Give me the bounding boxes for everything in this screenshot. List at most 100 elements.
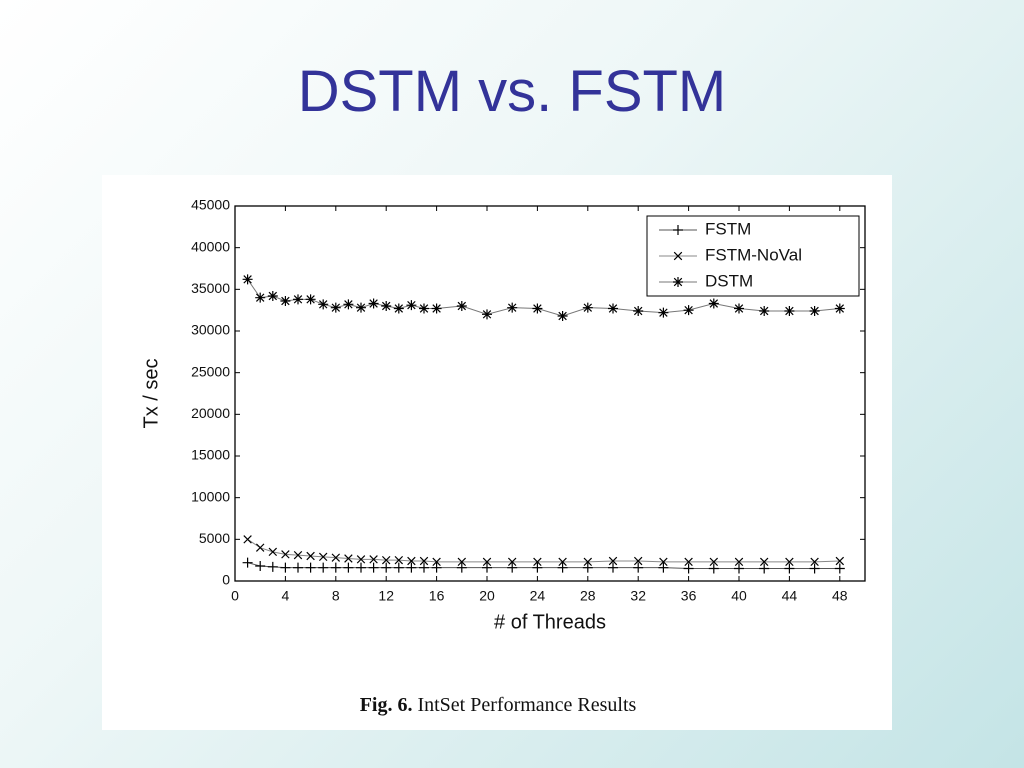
marker	[280, 296, 291, 306]
marker	[281, 550, 290, 559]
chart: Fig. 6. IntSet Performance Results 0 5000…	[140, 197, 866, 716]
marker	[293, 562, 303, 573]
marker	[583, 557, 593, 567]
x-tick-label: 48	[832, 588, 848, 604]
marker	[734, 303, 744, 314]
marker	[280, 562, 291, 573]
legend-label: FSTM-NoVal	[705, 245, 802, 264]
legend-marker	[673, 277, 683, 287]
x-tick-label: 36	[681, 588, 697, 604]
marker	[431, 562, 442, 573]
y-axis-label: Tx / sec	[140, 358, 162, 428]
marker	[407, 556, 416, 566]
marker	[394, 555, 404, 565]
x-tick-label: 28	[580, 588, 596, 604]
marker	[457, 557, 467, 567]
marker	[318, 562, 329, 573]
marker	[810, 557, 819, 567]
marker	[759, 557, 769, 567]
marker	[381, 555, 391, 565]
marker	[419, 562, 429, 573]
marker	[684, 557, 693, 567]
marker	[558, 557, 567, 567]
y-tick-label: 5000	[199, 530, 230, 546]
marker	[419, 303, 429, 314]
marker	[683, 305, 694, 316]
marker	[633, 562, 644, 573]
marker	[834, 303, 845, 314]
x-tick-label: 20	[479, 588, 495, 604]
marker	[709, 557, 719, 567]
marker	[608, 562, 618, 573]
y-tick-label: 30000	[191, 322, 230, 338]
legend-label: FSTM	[705, 219, 751, 238]
marker	[557, 562, 568, 573]
marker	[368, 298, 379, 309]
marker	[318, 299, 329, 310]
marker	[507, 302, 518, 313]
legend-marker	[673, 251, 683, 261]
marker	[759, 563, 770, 574]
marker	[343, 299, 354, 310]
marker	[356, 562, 366, 573]
marker	[381, 562, 392, 573]
x-tick-label: 0	[231, 588, 239, 604]
marker	[557, 311, 568, 321]
figure-panel: Fig. 6. IntSet Performance Results 0 5000…	[102, 175, 892, 730]
marker	[582, 562, 593, 573]
marker	[834, 563, 845, 574]
marker	[255, 561, 266, 571]
marker	[683, 563, 694, 574]
x-tick-label: 40	[731, 588, 747, 604]
marker	[267, 291, 278, 301]
slide-title: DSTM vs. FSTM	[297, 59, 727, 124]
series-line	[247, 279, 840, 317]
legend-marker	[673, 225, 683, 235]
marker	[532, 303, 543, 314]
marker	[255, 543, 265, 552]
marker	[784, 306, 795, 316]
x-tick-label: 32	[630, 588, 646, 604]
caption-label: Fig. 6.	[360, 694, 413, 716]
marker	[393, 303, 404, 314]
marker	[659, 557, 668, 567]
caption-text: IntSet Performance Results	[417, 694, 636, 716]
marker	[305, 562, 316, 573]
marker	[344, 554, 353, 563]
marker	[381, 301, 392, 311]
marker	[784, 563, 795, 574]
marker	[331, 553, 341, 562]
marker	[305, 294, 316, 305]
marker	[507, 562, 518, 573]
marker	[268, 547, 278, 557]
marker	[255, 292, 266, 303]
series-line	[247, 538, 840, 563]
marker	[293, 550, 303, 560]
x-tick-label: 12	[378, 588, 394, 604]
marker	[293, 294, 303, 305]
marker	[482, 562, 492, 573]
marker	[456, 301, 467, 311]
y-tick-label: 20000	[191, 405, 230, 421]
y-tick-label: 40000	[191, 238, 230, 254]
y-tick-label: 0	[222, 572, 230, 588]
marker	[242, 274, 253, 285]
y-tick-label: 10000	[191, 488, 230, 504]
marker	[507, 557, 517, 567]
marker	[432, 557, 441, 567]
x-tick-label: 24	[530, 588, 546, 604]
marker	[242, 557, 253, 568]
plot-frame	[234, 205, 866, 582]
marker	[431, 303, 442, 314]
marker	[456, 562, 467, 573]
marker	[658, 562, 669, 573]
marker	[608, 303, 618, 314]
marker	[243, 535, 252, 544]
marker	[582, 302, 593, 313]
y-tick-label: 45000	[191, 197, 230, 213]
x-tick-label: 44	[782, 588, 798, 604]
marker	[633, 556, 643, 566]
caption: Fig. 6. IntSet Performance Results	[360, 694, 637, 716]
marker	[330, 302, 341, 313]
